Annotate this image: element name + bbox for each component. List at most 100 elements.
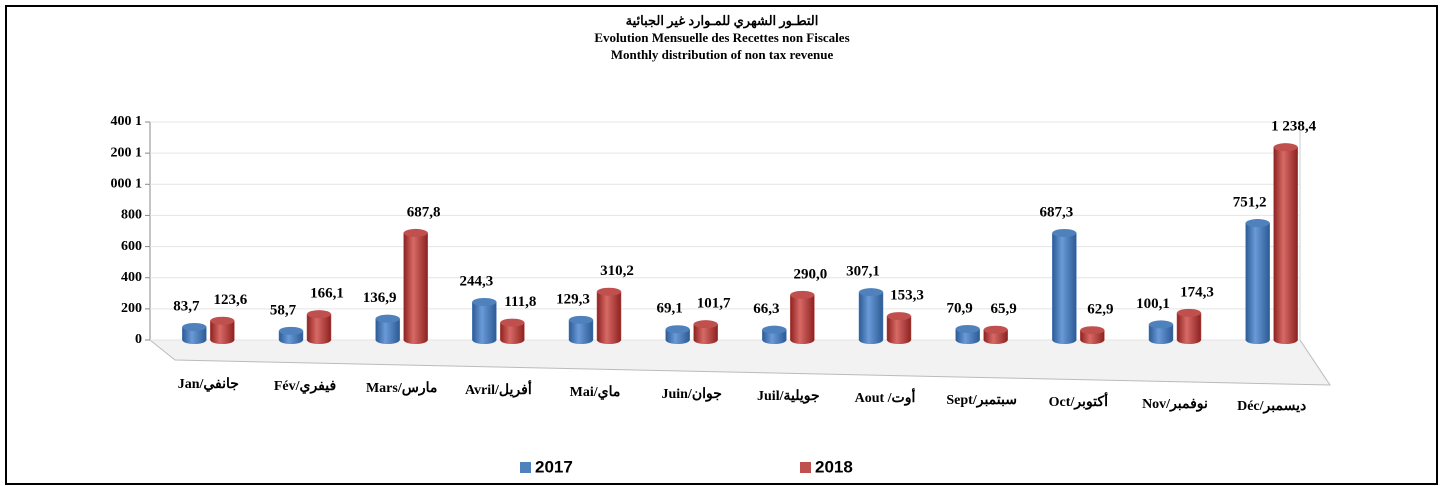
y-tick-label: 200 1 [111,145,143,160]
x-tick-label: Fév/فيفري [274,379,336,394]
bar [596,291,622,341]
x-tick-label: Mars/مارس [366,381,437,396]
data-label: 58,7 [270,302,297,318]
bar-base [1052,336,1077,344]
data-label: 310,2 [600,263,634,279]
bar [1052,232,1077,341]
bar-base [182,336,207,344]
data-label: 244,3 [459,273,493,289]
bar-base [790,336,815,344]
data-label: 687,3 [1039,204,1073,220]
y-tick-label: 400 1 [111,114,143,129]
data-label: 62,9 [1087,302,1113,318]
data-label: 69,1 [657,301,683,317]
bar-cap [665,325,690,334]
bar-cap [887,312,911,321]
x-tick-label: Nov/نوفمبر [1142,397,1208,412]
bar [306,313,332,341]
x-tick-label: Juin/جوان [661,387,721,402]
bar-cap [569,315,593,324]
data-label: 65,9 [991,301,1017,317]
bar-cap [279,326,303,335]
bar-base [1080,336,1105,344]
bar-base [887,336,911,344]
bar [403,232,428,341]
bar-cap [762,325,787,334]
bar-cap [472,297,497,306]
bar-base [375,336,400,344]
legend-label: 2017 [535,457,573,476]
chart-subtitle: Monthly distribution of non tax revenue [611,47,834,62]
x-tick-label: Avril/أفريل [465,379,532,398]
bar-cap [307,310,331,319]
x-tick-label: Juil/جويلية [757,389,820,404]
bar-cap [955,324,980,333]
bar-base [403,336,428,344]
bar-base [1273,336,1298,344]
bar-base [279,336,303,344]
x-tick-label: Jan/جانفي [178,377,239,392]
data-label: 111,8 [504,294,536,310]
bar-cap [1273,143,1298,152]
bar-cap [403,228,428,237]
bar-cap [500,318,525,327]
x-tick-label: Mai/ماي [570,385,621,400]
data-label: 83,7 [173,298,200,314]
bar-cap [1177,308,1201,317]
y-tick-label: 800 [121,208,142,223]
y-tick-label: 200 [121,301,142,316]
chart-subtitle: Evolution Mensuelle des Recettes non Fis… [594,30,849,45]
bar-cap [182,322,207,331]
bar-base [665,336,690,344]
bar-cap [1052,228,1077,237]
bar-cap [790,290,815,299]
bar-base [955,336,980,344]
bar-base [1245,336,1270,344]
data-label: 136,9 [363,290,397,306]
data-label: 290,0 [793,266,827,282]
bar-cap [375,314,400,323]
x-tick-label: Oct/أكتوبر [1049,391,1108,410]
bar-base [569,336,593,344]
bar-base [500,336,525,344]
x-tick-label: Aout /أوت [855,387,916,406]
bar [472,301,497,341]
bar [1176,312,1202,341]
bar-base [859,336,883,344]
bar-cap [983,325,1008,334]
x-tick-label: Déc/ديسمبر [1237,399,1306,414]
legend-swatch [800,462,811,473]
data-label: 66,3 [753,301,779,317]
data-label: 101,7 [697,296,731,312]
data-label: 166,1 [310,286,344,302]
data-label: 100,1 [1136,296,1170,312]
data-label: 129,3 [556,291,590,307]
legend-label: 2018 [815,457,853,476]
bar-base [597,336,621,344]
data-label: 123,6 [213,292,247,308]
bar-cap [693,320,718,329]
bar-base [472,336,497,344]
bar-base [762,336,787,344]
data-label: 751,2 [1233,194,1267,210]
data-label: 687,8 [407,204,441,220]
frame [5,5,1438,485]
bar [1273,146,1298,341]
bar-cap [1080,326,1105,335]
data-label: 1 238,4 [1271,119,1317,135]
x-tick-label: Sept/سبتمبر [946,393,1017,408]
data-label: 153,3 [890,288,924,304]
y-tick-label: 600 [121,239,142,254]
bar [858,291,884,341]
y-tick-label: 000 1 [111,177,143,192]
bar-base [693,336,718,344]
bar [1245,222,1270,341]
bar-base [307,336,331,344]
bar-cap [210,316,235,325]
chart-title: التطـور الشهري للمـوارد غير الجبائية [626,13,819,29]
y-tick-label: 400 [121,270,142,285]
bar [790,294,815,341]
bar-base [1149,336,1173,344]
data-label: 174,3 [1180,284,1214,300]
